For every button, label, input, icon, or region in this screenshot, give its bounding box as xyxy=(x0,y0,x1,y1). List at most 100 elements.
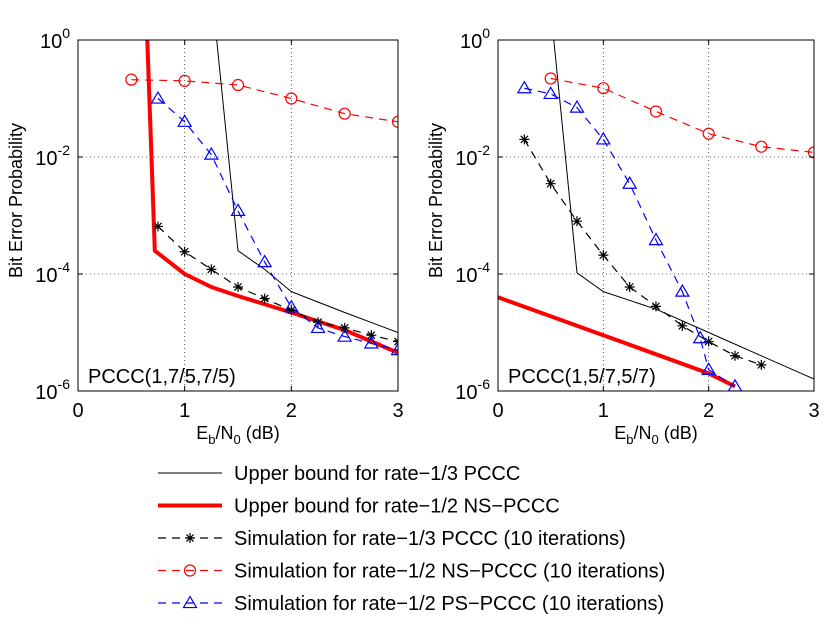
data-point-simps xyxy=(390,342,398,356)
data-point-simns xyxy=(755,140,768,153)
y-tick-label: 10-4 xyxy=(455,259,490,287)
series-line-simns xyxy=(550,77,814,153)
data-point-simps xyxy=(692,330,708,344)
y-tick-label: 10-4 xyxy=(35,259,70,287)
data-point-simps xyxy=(177,114,193,127)
data-point-sim13 xyxy=(598,250,609,261)
series-line-simps xyxy=(157,98,398,351)
data-point-simns xyxy=(391,115,398,128)
data-point-simps xyxy=(150,90,166,104)
data-point-sim13 xyxy=(519,134,530,145)
data-point-simps xyxy=(257,254,273,268)
y-tick-label: 10-6 xyxy=(455,376,490,404)
x-tick-label: 1 xyxy=(598,400,609,422)
x-tick-label: 0 xyxy=(492,400,503,422)
data-point-simns xyxy=(807,146,814,159)
y-tick-label: 100 xyxy=(460,25,490,53)
data-point-simps xyxy=(203,146,219,160)
data-point-simns xyxy=(178,74,191,87)
data-point-simps xyxy=(310,320,326,334)
x-tick-label: 3 xyxy=(808,400,819,422)
legend-label: Upper bound for rate−1/3 PCCC xyxy=(234,463,520,485)
chart-panel-1: 0 1 2 3 10-6 10-4 10-2 100 PCCC(1,7/5,7/5) Eb/N0 … xyxy=(6,25,404,447)
data-point-sim13 xyxy=(756,359,767,370)
x-tick-label: 3 xyxy=(392,400,403,422)
data-point-sim13 xyxy=(572,216,582,227)
legend-swatch-marker xyxy=(182,595,198,609)
y-tick-label: 10-6 xyxy=(35,376,70,404)
data-point-sim13 xyxy=(339,322,350,333)
axes-frame xyxy=(497,39,815,392)
data-point-sim13 xyxy=(651,301,661,312)
legend-label: Simulation for rate−1/2 NS−PCCC (10 iter… xyxy=(234,561,665,583)
data-point-simps xyxy=(701,362,717,375)
data-point-simns xyxy=(702,127,715,140)
data-point-sim13 xyxy=(153,221,163,232)
data-point-simns xyxy=(338,107,351,120)
panel-label: PCCC(1,7/5,7/5) xyxy=(88,366,236,388)
series-line-simns xyxy=(131,79,398,123)
legend-item-ub12: Upper bound for rate−1/2 NS−PCCC xyxy=(158,496,560,518)
data-point-simps xyxy=(648,232,664,246)
data-point-simns xyxy=(231,78,245,92)
x-tick-label: 2 xyxy=(703,400,714,422)
x-axis-label: Eb/N0 (dB) xyxy=(196,423,280,447)
y-axis-label: Bit Error Probability xyxy=(6,123,26,278)
x-tick-label: 0 xyxy=(72,400,83,422)
data-point-sim13 xyxy=(703,336,714,347)
x-tick-label: 2 xyxy=(286,400,297,422)
data-point-sim13 xyxy=(233,281,243,292)
panel-label: PCCC(1,5/7,5/7) xyxy=(508,366,656,388)
series-group xyxy=(125,40,398,356)
data-point-sim13 xyxy=(206,264,217,275)
y-tick-label: 10-2 xyxy=(35,142,70,170)
chart-panel-2: 0 1 2 3 10-6 10-4 10-2 100 PCCC(1,5/7,5/7) Eb/N0 … xyxy=(426,25,820,447)
series-line-sim13 xyxy=(157,225,398,343)
data-point-sim13 xyxy=(545,178,556,189)
series-line-ub12 xyxy=(145,40,398,355)
axes-frame xyxy=(77,39,399,392)
data-point-sim13 xyxy=(179,246,190,257)
series-group xyxy=(498,40,814,391)
data-point-sim13 xyxy=(286,305,297,316)
data-point-simps xyxy=(337,328,353,342)
data-point-simps xyxy=(363,335,379,349)
data-point-simns xyxy=(649,105,663,118)
series-line-ub12 xyxy=(498,295,736,389)
data-point-simps xyxy=(622,175,638,189)
y-tick-label: 10-2 xyxy=(455,142,490,170)
legend-item-sim13: Simulation for rate−1/3 PCCC (10 iterati… xyxy=(158,528,626,550)
legend-label: Simulation for rate−1/2 PS−PCCC (10 iter… xyxy=(234,593,664,615)
series-line-sim13 xyxy=(523,139,762,366)
data-point-simns xyxy=(125,73,138,86)
legend-item-simps: Simulation for rate−1/2 PS−PCCC (10 iter… xyxy=(158,593,664,615)
data-point-simps xyxy=(569,99,585,113)
x-tick-label: 1 xyxy=(179,400,190,422)
data-point-sim13 xyxy=(730,350,740,361)
data-point-simns xyxy=(597,82,610,95)
legend-label: Simulation for rate−1/3 PCCC (10 iterati… xyxy=(234,528,626,550)
grid xyxy=(78,40,398,391)
y-axis-label: Bit Error Probability xyxy=(426,123,446,278)
data-point-simns xyxy=(544,72,557,85)
data-point-simps xyxy=(595,131,611,145)
data-point-simps xyxy=(543,86,559,100)
data-point-simps xyxy=(674,283,690,297)
data-point-sim13 xyxy=(259,293,270,304)
data-point-simps xyxy=(283,299,299,313)
data-point-sim13 xyxy=(624,281,635,292)
y-tick-label: 100 xyxy=(40,25,70,53)
data-point-sim13 xyxy=(366,330,377,341)
data-point-sim13 xyxy=(677,320,688,331)
legend-swatch-marker xyxy=(185,533,195,543)
data-point-simps xyxy=(230,203,246,217)
data-point-simns xyxy=(285,92,298,105)
data-point-simps xyxy=(516,80,532,94)
legend-swatch-marker xyxy=(183,564,197,577)
legend: Upper bound for rate−1/3 PCCC Upper bound… xyxy=(158,463,665,615)
legend-item-ub13: Upper bound for rate−1/3 PCCC xyxy=(158,463,520,485)
legend-item-simns: Simulation for rate−1/2 NS−PCCC (10 iter… xyxy=(158,561,665,583)
x-axis-label: Eb/N0 (dB) xyxy=(614,423,698,447)
legend-label: Upper bound for rate−1/2 NS−PCCC xyxy=(234,496,560,518)
